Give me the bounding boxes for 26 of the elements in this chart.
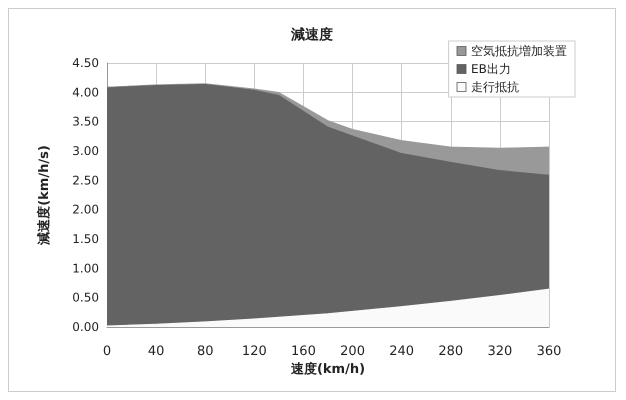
y-tick-label: 4.50 xyxy=(72,56,99,70)
legend-label: EB出力 xyxy=(471,62,511,76)
x-tick-label: 280 xyxy=(438,344,464,359)
y-tick-label: 1.00 xyxy=(72,261,99,276)
x-tick-label: 360 xyxy=(536,344,562,359)
y-tick-label: 2.50 xyxy=(72,173,99,188)
legend-label: 走行抵抗 xyxy=(471,80,519,94)
x-tick-label: 320 xyxy=(487,344,512,359)
y-tick-label: 0.50 xyxy=(72,290,99,305)
legend-label: 空気抵抗増加装置 xyxy=(471,44,567,58)
y-axis-title: 減速度(km/h/s) xyxy=(36,145,52,246)
x-tick-label: 240 xyxy=(389,344,414,359)
x-tick-label: 120 xyxy=(242,344,267,359)
x-axis-title: 速度(km/h) xyxy=(290,361,366,377)
x-tick-label: 160 xyxy=(291,344,316,359)
x-tick-label: 40 xyxy=(148,344,164,359)
y-tick-label: 0.00 xyxy=(72,320,99,334)
y-tick-label: 4.00 xyxy=(72,85,99,100)
y-tick-label: 3.00 xyxy=(72,144,99,158)
y-tick-label: 1.50 xyxy=(72,232,99,246)
x-tick-label: 80 xyxy=(196,344,214,359)
y-tick-label: 3.50 xyxy=(72,114,99,129)
chart-title: 減速度 xyxy=(290,26,333,43)
x-tick-label: 200 xyxy=(340,344,365,359)
x-tick-label: 0 xyxy=(102,344,112,359)
y-tick-label: 2.00 xyxy=(72,202,99,217)
